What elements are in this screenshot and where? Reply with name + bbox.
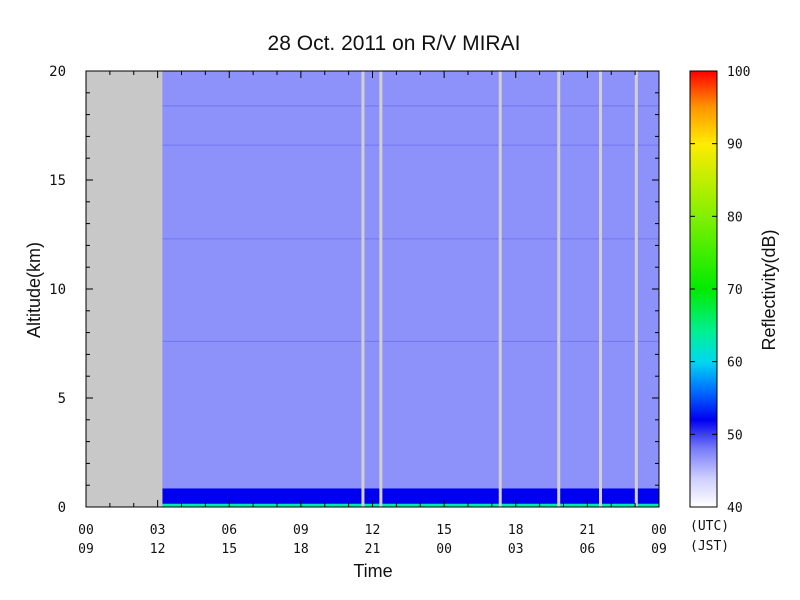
x-tick-label-jst: 12 bbox=[150, 542, 166, 557]
colorbar-tick-label: 100 bbox=[727, 65, 750, 80]
x-tick-label-utc: 15 bbox=[436, 523, 452, 538]
colorbar-tick-label: 90 bbox=[727, 138, 743, 153]
utc-label: (UTC) bbox=[690, 519, 729, 534]
y-tick-label: 15 bbox=[49, 173, 66, 189]
x-tick-label-utc: 21 bbox=[580, 523, 596, 538]
jst-label: (JST) bbox=[690, 539, 729, 554]
reflectivity-field bbox=[86, 71, 659, 507]
colorbar-tick-label: 60 bbox=[727, 356, 743, 371]
data-gap bbox=[379, 71, 383, 507]
colorbar: 40 50 60 70 80 90 100 bbox=[689, 65, 750, 516]
x-tick-label-jst: 00 bbox=[436, 542, 452, 557]
data-gap bbox=[599, 71, 603, 507]
x-axis: 00 09 03 12 06 15 09 18 12 21 15 00 18 03 21 06 00 09 bbox=[78, 71, 667, 557]
reflectivity-layer bbox=[162, 488, 659, 504]
plot-area bbox=[85, 70, 660, 508]
chart-title: 28 Oct. 2011 on R/V MIRAI bbox=[268, 32, 521, 55]
colorbar-tick-label: 80 bbox=[727, 210, 743, 225]
x-tick-label-jst: 03 bbox=[508, 542, 524, 557]
data-gap bbox=[361, 71, 365, 507]
x-tick-label-utc: 09 bbox=[293, 523, 309, 538]
x-tick-label-utc: 06 bbox=[221, 523, 237, 538]
x-tick-label-jst: 09 bbox=[651, 542, 667, 557]
colorbar-tick-label: 70 bbox=[727, 283, 743, 298]
x-tick-label-jst: 18 bbox=[293, 542, 309, 557]
x-tick-label-jst: 15 bbox=[221, 542, 237, 557]
x-axis-label: Time bbox=[353, 561, 392, 581]
x-tick-label-utc: 12 bbox=[365, 523, 381, 538]
colorbar-label: Reflectivity(dB) bbox=[759, 229, 779, 350]
data-gap bbox=[498, 71, 502, 507]
y-axis-label: Altitude(km) bbox=[24, 242, 44, 338]
x-tick-label-utc: 00 bbox=[78, 523, 94, 538]
y-tick-label: 5 bbox=[58, 391, 66, 407]
data-gap bbox=[557, 71, 561, 507]
reflectivity-layer bbox=[162, 503, 659, 507]
x-tick-label-utc: 18 bbox=[508, 523, 524, 538]
missing-data-block bbox=[86, 71, 163, 507]
x-tick-label-jst: 21 bbox=[365, 542, 381, 557]
y-tick-label: 0 bbox=[58, 500, 66, 516]
data-gap bbox=[634, 71, 638, 507]
x-tick-label-utc: 00 bbox=[651, 523, 667, 538]
x-tick-label-utc: 03 bbox=[150, 523, 166, 538]
y-axis: 0 5 10 15 20 bbox=[49, 64, 659, 516]
colorbar-tick-label: 40 bbox=[727, 501, 743, 516]
x-tick-label-jst: 06 bbox=[580, 542, 596, 557]
x-tick-label-jst: 09 bbox=[78, 542, 94, 557]
colorbar-tick-label: 50 bbox=[727, 428, 743, 443]
y-tick-label: 20 bbox=[49, 64, 66, 80]
y-tick-label: 10 bbox=[49, 282, 66, 298]
